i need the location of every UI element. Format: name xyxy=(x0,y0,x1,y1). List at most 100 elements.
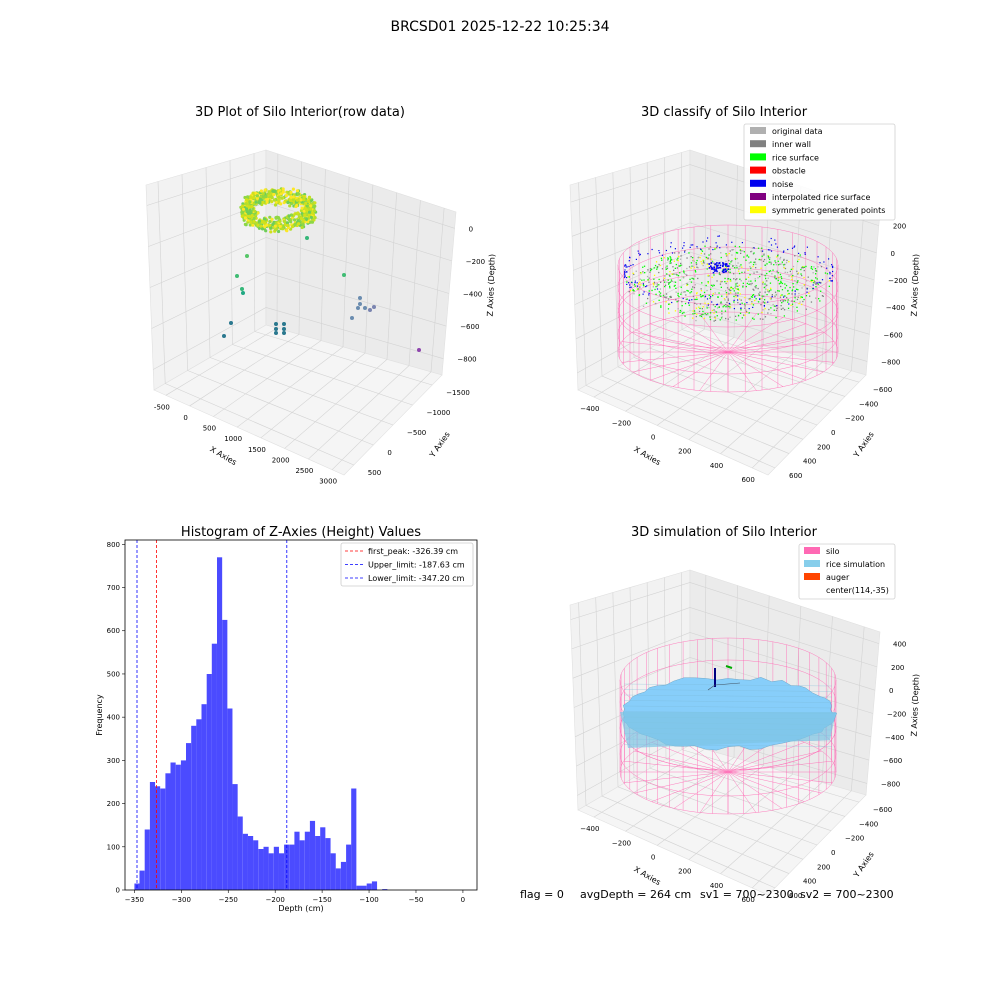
class-point xyxy=(700,288,702,290)
class-point xyxy=(686,298,688,300)
z-axis-label: Z Axies (Depth) xyxy=(910,254,921,317)
raw-point xyxy=(244,202,248,206)
class-point xyxy=(714,317,716,319)
x-tick-label: 1000 xyxy=(224,435,242,443)
class-point xyxy=(750,261,752,263)
noise-point xyxy=(726,265,729,267)
class-point xyxy=(759,275,761,278)
y-tick-label: 0 xyxy=(831,849,835,857)
y-grid-floor xyxy=(649,347,832,411)
noise-point xyxy=(683,245,685,247)
class-point xyxy=(729,278,732,281)
class-point xyxy=(740,250,742,252)
class-point xyxy=(733,290,735,292)
class-point xyxy=(708,275,710,277)
raw-point xyxy=(278,219,282,223)
class-point xyxy=(783,267,785,269)
histogram-bar xyxy=(258,849,264,890)
histogram-bar xyxy=(155,786,161,890)
class-point xyxy=(794,297,796,299)
class-point xyxy=(699,315,701,317)
z-grid xyxy=(573,222,875,281)
class-point xyxy=(716,307,719,309)
silo-floor-spoke xyxy=(727,750,822,773)
noise-point xyxy=(717,267,719,269)
noise-point xyxy=(637,250,639,252)
class-point xyxy=(736,288,739,290)
class-point xyxy=(760,259,762,261)
class-point xyxy=(664,296,666,298)
class-point xyxy=(791,300,793,302)
class-point xyxy=(700,252,702,255)
class-point xyxy=(737,270,740,272)
class-point xyxy=(677,308,679,310)
class-point xyxy=(773,264,775,266)
class-point xyxy=(727,318,729,320)
class-point xyxy=(790,268,792,271)
noise-point xyxy=(794,245,796,247)
y-axis-label: Y Axies xyxy=(851,430,876,460)
class-point xyxy=(640,272,642,274)
silo-floor-spoke xyxy=(651,771,729,802)
raw-point xyxy=(301,223,305,227)
class-point xyxy=(744,303,746,305)
y-tick-label: 0 xyxy=(831,429,835,437)
noise-point xyxy=(643,291,645,293)
class-point xyxy=(751,247,754,249)
noise-point xyxy=(671,252,674,254)
noise-point xyxy=(725,244,727,246)
noise-point xyxy=(670,242,672,244)
y-grid-floor xyxy=(633,357,818,426)
class-point xyxy=(671,273,673,275)
y-tick-label: 800 xyxy=(107,541,120,549)
noise-point xyxy=(771,296,773,298)
histogram-bar xyxy=(340,861,347,890)
class-point xyxy=(640,284,642,286)
class-point xyxy=(695,263,698,266)
raw-point xyxy=(307,210,311,214)
class-point xyxy=(754,261,756,263)
class-point xyxy=(781,261,783,263)
class-point xyxy=(702,313,704,316)
raw-point xyxy=(248,215,252,219)
noise-point xyxy=(806,288,808,290)
x-tick-label: 200 xyxy=(678,868,691,876)
class-point xyxy=(786,259,788,262)
class-point xyxy=(692,310,694,312)
raw-point xyxy=(262,217,267,221)
z-tick-label: 200 xyxy=(893,223,906,231)
raw-point xyxy=(252,216,256,221)
class-point xyxy=(656,268,658,270)
class-point xyxy=(652,301,655,303)
class-point xyxy=(753,261,755,263)
class-point xyxy=(815,282,817,284)
class-point xyxy=(713,284,715,287)
class-point xyxy=(720,317,723,319)
y-tick-label: −400 xyxy=(859,400,878,408)
class-point xyxy=(743,256,745,258)
y-tick-label: −1500 xyxy=(446,389,470,397)
x-tick-label: −150 xyxy=(313,896,332,904)
noise-point xyxy=(665,249,667,252)
raw-point xyxy=(248,200,252,204)
class-point xyxy=(813,266,815,268)
class-point xyxy=(748,298,750,300)
class-point xyxy=(686,283,688,285)
class-point xyxy=(751,303,753,305)
class-point xyxy=(764,316,767,318)
noise-point xyxy=(828,258,830,260)
class-point xyxy=(828,285,830,287)
class-point xyxy=(812,272,814,274)
class-point xyxy=(686,284,688,286)
silo-floor-spoke xyxy=(727,341,835,353)
raw-point xyxy=(302,195,306,199)
raw-point xyxy=(309,215,313,219)
class-point xyxy=(628,276,630,278)
class-point xyxy=(783,264,785,266)
panel-histogram: Histogram of Z-Axies (Height) Values −350… xyxy=(95,525,478,913)
class-point xyxy=(751,250,753,252)
class-point xyxy=(781,282,784,285)
class-point xyxy=(808,292,810,294)
class-point xyxy=(775,305,777,307)
noise-point xyxy=(711,301,713,303)
